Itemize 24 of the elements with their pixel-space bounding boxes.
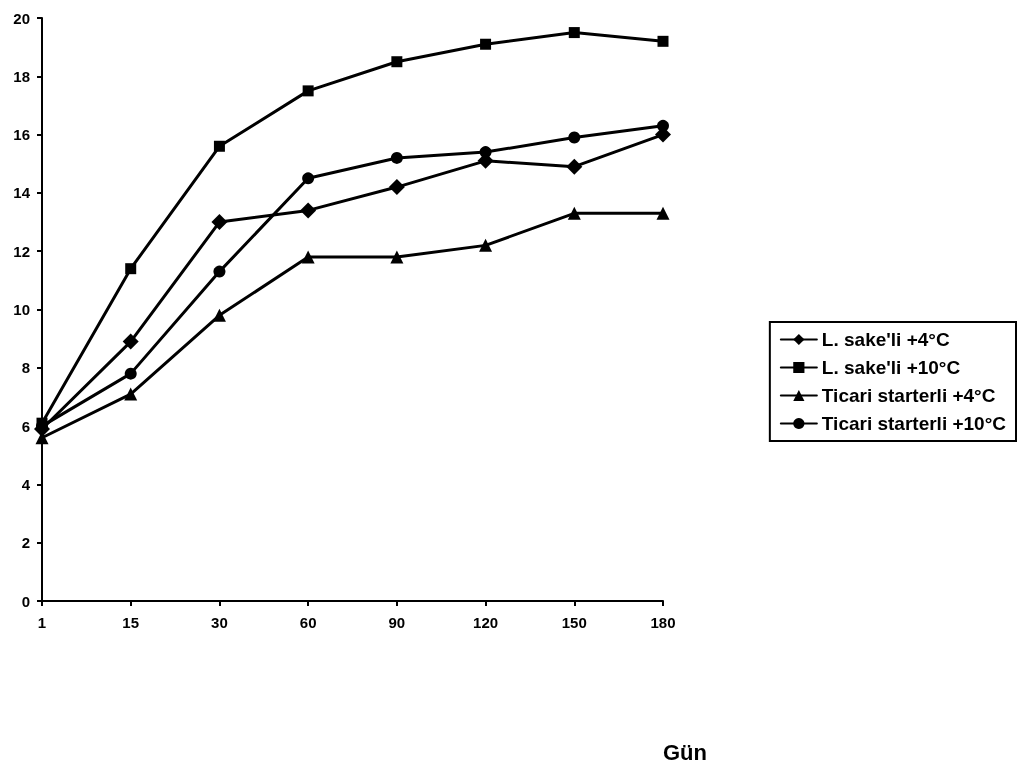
- legend-label: Ticari starterli +10°C: [821, 413, 1007, 434]
- y-tick-label: 6: [21, 417, 30, 435]
- y-tick-label: 18: [13, 67, 30, 85]
- x-tick-label: 180: [650, 614, 676, 631]
- x-axis-title: Gün: [663, 739, 707, 763]
- x-tick-label: 60: [299, 614, 317, 631]
- y-tick-label: 20: [13, 9, 30, 27]
- x-tick-label: 90: [388, 614, 406, 631]
- y-tick-label: 14: [13, 184, 31, 202]
- y-tick-label: 16: [13, 126, 30, 144]
- y-tick-label: 4: [21, 475, 31, 493]
- x-tick-label: 150: [561, 614, 587, 631]
- x-tick-label: 15: [122, 614, 140, 631]
- y-tick-label: 12: [13, 242, 30, 260]
- y-tick-label: 8: [21, 359, 30, 377]
- legend-label: Ticari starterli +4°C: [821, 385, 996, 406]
- y-tick-label: 2: [21, 534, 30, 552]
- y-tick-label: 0: [21, 592, 30, 610]
- y-tick-label: 10: [13, 301, 30, 318]
- legend-label: L. sake'li +10°C: [821, 357, 961, 378]
- x-tick-label: 120: [473, 614, 499, 631]
- x-tick-label: 1: [37, 614, 47, 631]
- x-tick-label: 30: [211, 614, 228, 631]
- legend-label: L. sake'li +4°C: [821, 329, 950, 350]
